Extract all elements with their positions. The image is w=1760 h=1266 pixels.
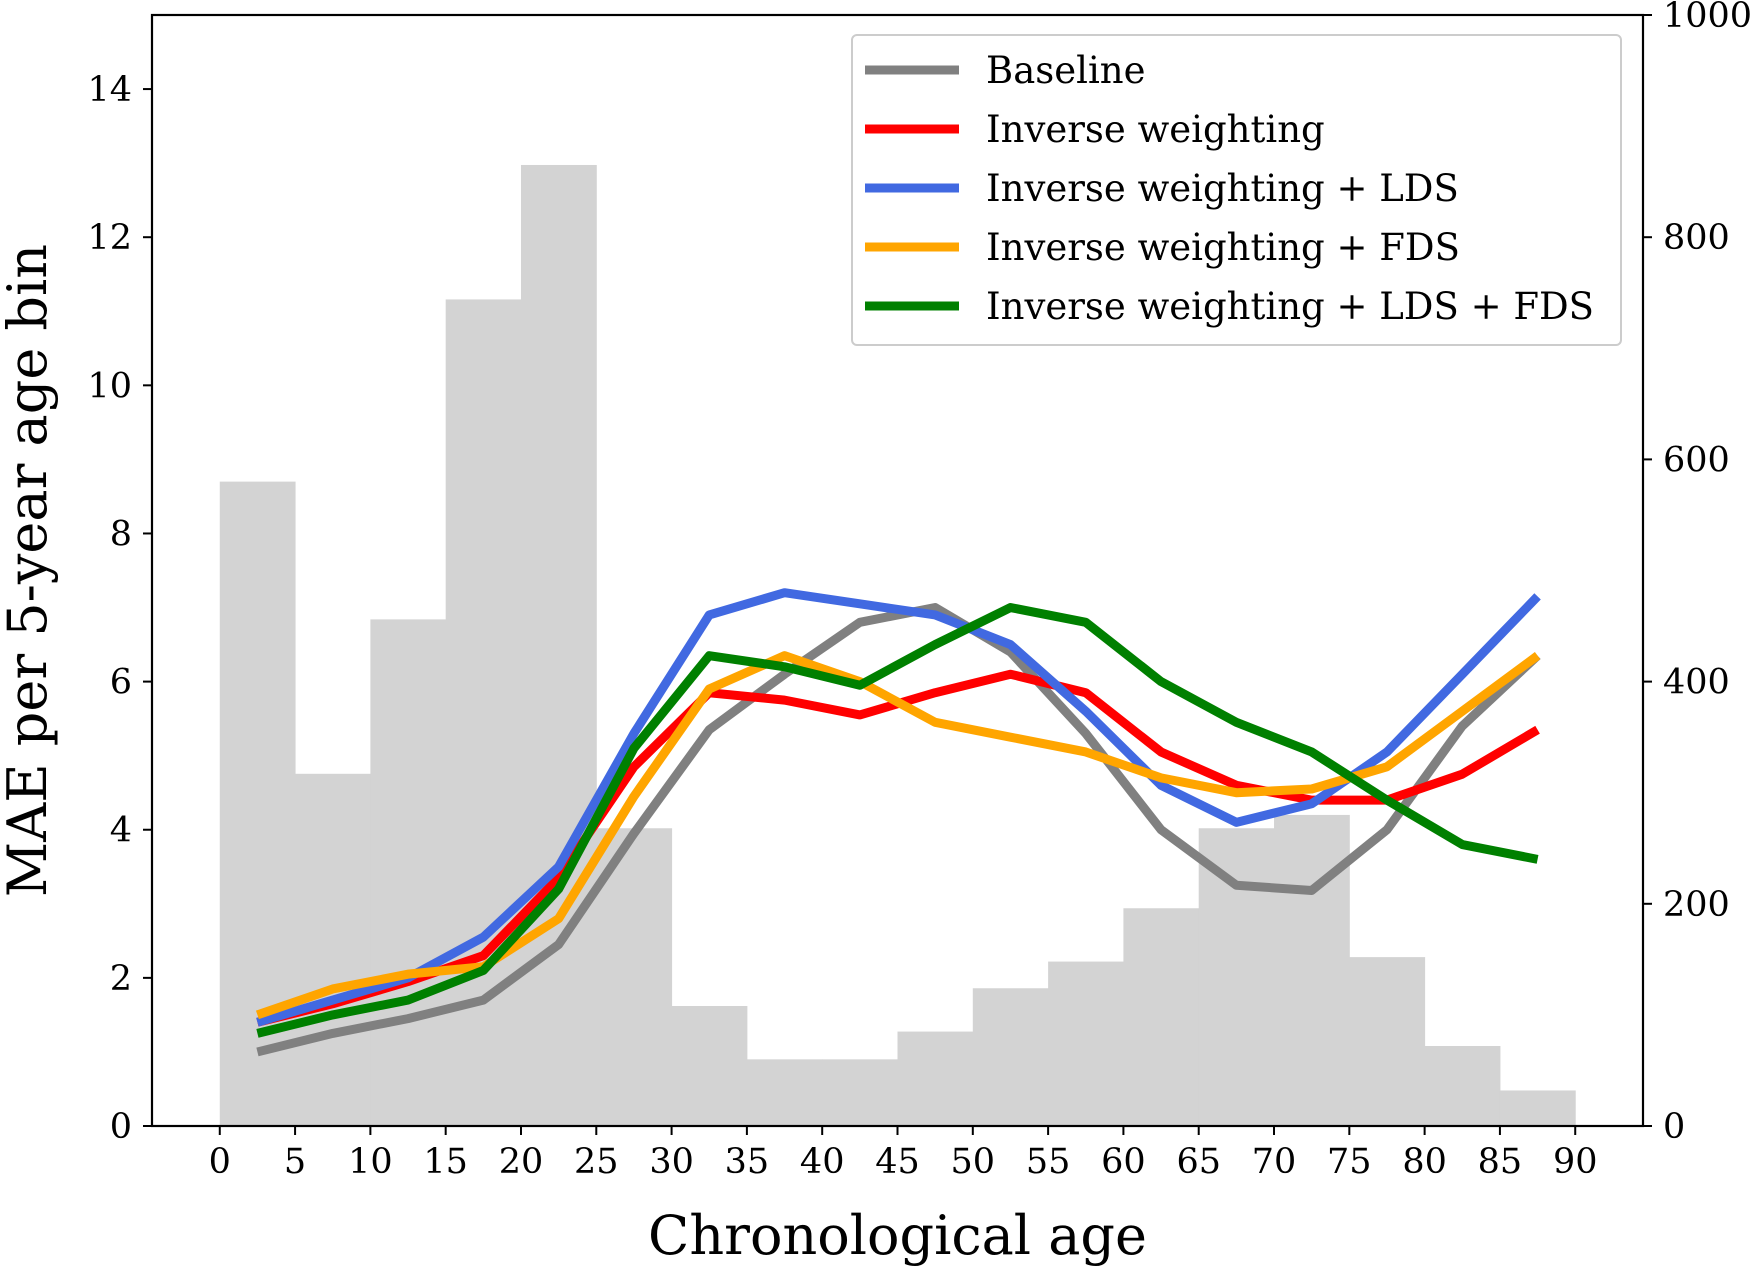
x-axis: 0 5 10 15 20 25 30 35 40 45 50 55 60 65 70 75 80 85 90 <box>209 1126 1598 1182</box>
legend: Baseline Inverse weighting Inverse weighti… <box>851 34 1622 346</box>
y2-tick-label: 1000 <box>1663 0 1752 36</box>
histogram-bar <box>972 988 1049 1126</box>
y-tick-label: 10 <box>87 366 132 406</box>
x-tick-label: 65 <box>1176 1142 1221 1182</box>
x-tick-label: 75 <box>1327 1142 1372 1182</box>
histogram-bar <box>520 164 597 1127</box>
histogram-bar <box>445 299 522 1126</box>
legend-item: Inverse weighting + LDS <box>865 167 1459 210</box>
y-tick-label: 4 <box>110 811 132 851</box>
y-tick-label: 0 <box>110 1107 132 1147</box>
y2-tick-label: 600 <box>1663 440 1730 480</box>
x-tick-label: 70 <box>1252 1142 1297 1182</box>
series-line <box>256 603 1541 1057</box>
x-tick-label: 0 <box>209 1142 231 1182</box>
histogram-bars <box>219 164 1576 1127</box>
x-axis-title: Chronological age <box>648 1204 1147 1266</box>
x-tick-label: 50 <box>951 1142 996 1182</box>
x-tick-label: 55 <box>1026 1142 1071 1182</box>
x-tick-label: 85 <box>1478 1142 1523 1182</box>
y2-tick-label: 400 <box>1663 663 1730 703</box>
x-tick-label: 10 <box>348 1142 393 1182</box>
x-tick-label: 15 <box>423 1142 468 1182</box>
x-tick-label: 80 <box>1402 1142 1447 1182</box>
y-tick-label: 8 <box>110 514 132 554</box>
y-tick-label: 2 <box>110 959 132 999</box>
series-line <box>255 651 1541 1020</box>
x-tick-label: 30 <box>649 1142 694 1182</box>
x-tick-label: 45 <box>875 1142 920 1182</box>
legend-item: Inverse weighting <box>865 108 1325 151</box>
y-tick-label: 12 <box>87 218 132 258</box>
histogram-bar <box>295 773 371 1126</box>
x-tick-label: 35 <box>725 1142 770 1182</box>
legend-item: Inverse weighting + FDS <box>865 226 1460 269</box>
legend-label: Baseline <box>986 49 1146 92</box>
x-tick-label: 20 <box>499 1142 544 1182</box>
histogram-bar <box>1048 961 1124 1126</box>
y-axis-right: 0 200 400 600 800 1000 <box>1643 0 1752 1147</box>
legend-item: Baseline <box>865 49 1146 92</box>
y2-tick-label: 0 <box>1663 1107 1685 1147</box>
legend-box <box>851 34 1622 346</box>
x-tick-label: 40 <box>800 1142 845 1182</box>
x-tick-label: 90 <box>1553 1142 1598 1182</box>
histogram-bar <box>1123 908 1200 1126</box>
histogram-bar <box>1349 957 1426 1126</box>
histogram-bar <box>1424 1046 1501 1126</box>
y2-tick-label: 200 <box>1663 885 1730 925</box>
histogram-bar <box>822 1059 898 1126</box>
series-line <box>256 603 1539 1038</box>
x-tick-label: 5 <box>284 1142 306 1182</box>
histogram-bar <box>746 1059 823 1126</box>
legend-label: Inverse weighting + LDS + FDS <box>986 285 1594 328</box>
legend-label: Inverse weighting + FDS <box>986 226 1460 269</box>
legend-item: Inverse weighting + LDS + FDS <box>865 285 1594 328</box>
series-lines <box>255 588 1541 1057</box>
legend-label: Inverse weighting + LDS <box>986 167 1459 210</box>
histogram-bar <box>897 1031 974 1126</box>
histogram-bar <box>1198 828 1275 1126</box>
histogram-bar <box>671 1006 748 1126</box>
x-tick-label: 60 <box>1101 1142 1146 1182</box>
x-tick-label: 25 <box>574 1142 619 1182</box>
y-tick-label: 14 <box>87 70 132 110</box>
legend-label: Inverse weighting <box>986 108 1325 151</box>
histogram-bar <box>370 619 447 1126</box>
y2-tick-label: 800 <box>1663 218 1730 258</box>
histogram-bar <box>1499 1090 1576 1126</box>
y-tick-label: 6 <box>110 663 132 703</box>
series-line <box>256 588 1541 1027</box>
y-axis-title: MAE per 5-year age bin <box>0 244 59 897</box>
y-axis-left: 0 2 4 6 8 10 12 14 <box>87 70 152 1147</box>
histogram-bar <box>1274 814 1350 1126</box>
